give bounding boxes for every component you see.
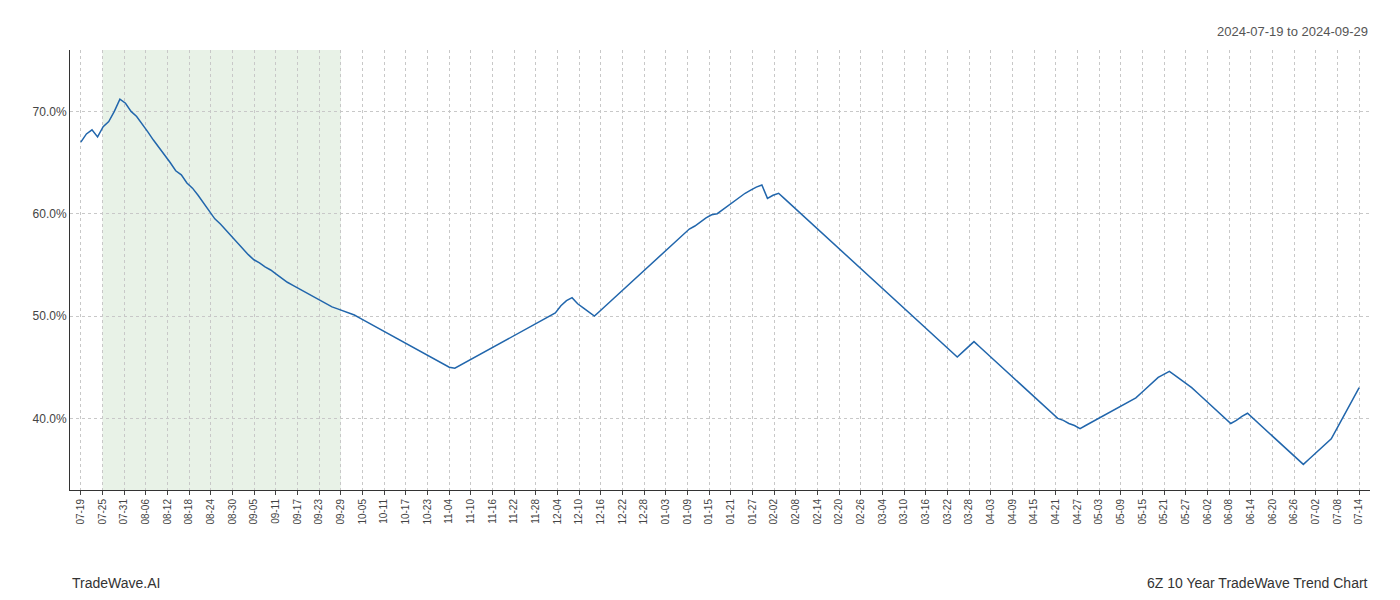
svg-text:09-17: 09-17 bbox=[292, 499, 303, 525]
svg-text:09-11: 09-11 bbox=[270, 499, 281, 524]
svg-text:01-15: 01-15 bbox=[703, 499, 714, 525]
svg-text:05-09: 05-09 bbox=[1115, 499, 1126, 525]
svg-text:06-20: 06-20 bbox=[1267, 499, 1278, 525]
svg-text:05-15: 05-15 bbox=[1137, 499, 1148, 525]
svg-text:03-04: 03-04 bbox=[877, 499, 888, 525]
svg-text:06-02: 06-02 bbox=[1202, 499, 1213, 525]
svg-text:04-21: 04-21 bbox=[1050, 499, 1061, 525]
svg-text:02-14: 02-14 bbox=[812, 499, 823, 525]
svg-text:02-26: 02-26 bbox=[855, 499, 866, 525]
svg-text:01-09: 01-09 bbox=[682, 499, 693, 525]
svg-text:12-10: 12-10 bbox=[573, 499, 584, 525]
svg-text:02-02: 02-02 bbox=[768, 499, 779, 525]
svg-text:2024-07-19 to 2024-09-29: 2024-07-19 to 2024-09-29 bbox=[1217, 24, 1368, 39]
svg-text:08-06: 08-06 bbox=[140, 499, 151, 525]
svg-text:12-16: 12-16 bbox=[595, 499, 606, 525]
svg-text:11-22: 11-22 bbox=[508, 499, 519, 524]
svg-text:05-27: 05-27 bbox=[1180, 499, 1191, 525]
svg-text:09-29: 09-29 bbox=[335, 499, 346, 525]
svg-text:09-23: 09-23 bbox=[313, 499, 324, 525]
svg-text:11-04: 11-04 bbox=[443, 499, 454, 524]
svg-text:08-24: 08-24 bbox=[205, 499, 216, 525]
svg-text:01-03: 01-03 bbox=[660, 499, 671, 525]
svg-text:07-25: 07-25 bbox=[97, 499, 108, 525]
svg-text:03-16: 03-16 bbox=[920, 499, 931, 525]
svg-text:07-08: 07-08 bbox=[1332, 499, 1343, 525]
svg-text:10-11: 10-11 bbox=[378, 499, 389, 524]
svg-text:12-28: 12-28 bbox=[638, 499, 649, 525]
svg-text:02-20: 02-20 bbox=[833, 499, 844, 525]
svg-text:07-14: 07-14 bbox=[1353, 499, 1364, 525]
svg-text:01-27: 01-27 bbox=[747, 499, 758, 525]
svg-text:08-30: 08-30 bbox=[227, 499, 238, 525]
svg-text:07-02: 07-02 bbox=[1310, 499, 1321, 525]
svg-text:08-12: 08-12 bbox=[162, 499, 173, 525]
svg-text:04-03: 04-03 bbox=[985, 499, 996, 525]
svg-text:04-27: 04-27 bbox=[1072, 499, 1083, 525]
svg-text:10-17: 10-17 bbox=[400, 499, 411, 525]
svg-text:11-28: 11-28 bbox=[530, 499, 541, 524]
svg-text:07-19: 07-19 bbox=[75, 499, 86, 525]
svg-text:10-05: 10-05 bbox=[357, 499, 368, 525]
svg-text:04-09: 04-09 bbox=[1007, 499, 1018, 525]
svg-text:02-08: 02-08 bbox=[790, 499, 801, 525]
svg-text:50.0%: 50.0% bbox=[33, 309, 67, 323]
svg-text:07-31: 07-31 bbox=[118, 499, 129, 525]
svg-text:6Z 10 Year TradeWave Trend Cha: 6Z 10 Year TradeWave Trend Chart bbox=[1147, 575, 1368, 591]
svg-text:03-10: 03-10 bbox=[898, 499, 909, 525]
svg-text:09-05: 09-05 bbox=[248, 499, 259, 525]
svg-text:06-26: 06-26 bbox=[1288, 499, 1299, 525]
svg-text:70.0%: 70.0% bbox=[33, 105, 67, 119]
svg-text:08-18: 08-18 bbox=[183, 499, 194, 525]
svg-text:03-28: 03-28 bbox=[963, 499, 974, 525]
svg-text:05-21: 05-21 bbox=[1158, 499, 1169, 525]
svg-text:01-21: 01-21 bbox=[725, 499, 736, 525]
svg-text:12-22: 12-22 bbox=[617, 499, 628, 525]
svg-text:11-10: 11-10 bbox=[465, 499, 476, 524]
svg-text:10-23: 10-23 bbox=[422, 499, 433, 525]
svg-text:11-16: 11-16 bbox=[487, 499, 498, 524]
svg-text:TradeWave.AI: TradeWave.AI bbox=[72, 575, 160, 591]
svg-text:04-15: 04-15 bbox=[1028, 499, 1039, 525]
svg-text:03-22: 03-22 bbox=[942, 499, 953, 525]
svg-text:06-14: 06-14 bbox=[1245, 499, 1256, 525]
svg-text:40.0%: 40.0% bbox=[33, 412, 67, 426]
svg-text:05-03: 05-03 bbox=[1093, 499, 1104, 525]
svg-text:06-08: 06-08 bbox=[1223, 499, 1234, 525]
svg-text:60.0%: 60.0% bbox=[33, 207, 67, 221]
svg-text:12-04: 12-04 bbox=[552, 499, 563, 525]
